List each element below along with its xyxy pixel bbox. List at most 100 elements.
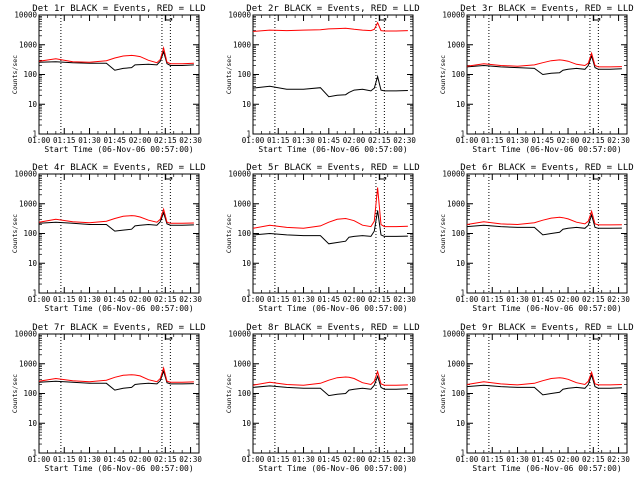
y-axis-label: Counts/sec xyxy=(439,55,447,94)
series-events-line xyxy=(38,211,194,232)
plot-frame xyxy=(466,173,628,294)
y-tick-label: 1 xyxy=(32,130,37,139)
y-tick-label: 1000 xyxy=(233,40,252,49)
x-tick-label: 02:00 xyxy=(343,295,366,304)
x-tick-label: 01:00 xyxy=(456,295,479,304)
y-tick-label: 1000 xyxy=(19,359,38,368)
interval-marker xyxy=(379,15,387,21)
panel-title: Det 8r BLACK = Events, RED = LLD xyxy=(246,323,419,333)
x-tick-label: 01:30 xyxy=(506,136,529,145)
x-axis-label: Start Time (06-Nov-06 00:57:00) xyxy=(44,464,193,473)
x-tick-label: 01:15 xyxy=(53,295,76,304)
panel-det-9: Det 9r BLACK = Events, RED = LLD 1 10 100 10… xyxy=(439,323,634,473)
x-axis-label: Start Time (06-Nov-06 00:57:00) xyxy=(44,145,193,154)
x-tick-label: 01:30 xyxy=(292,455,315,464)
interval-marker xyxy=(379,334,387,340)
plot-frame xyxy=(252,14,414,135)
x-tick-label: 01:15 xyxy=(481,455,504,464)
y-tick-label: 100 xyxy=(237,229,251,238)
series-lld-line xyxy=(38,46,194,65)
series-lld-line xyxy=(466,51,622,68)
y-tick-label: 1 xyxy=(246,449,251,458)
x-axis-label: Start Time (06-Nov-06 00:57:00) xyxy=(258,304,407,313)
x-tick-label: 01:00 xyxy=(28,455,51,464)
interval-marker xyxy=(379,174,387,180)
x-tick-label: 02:15 xyxy=(154,136,177,145)
x-tick-label: 01:45 xyxy=(104,455,127,464)
x-tick-label: 01:45 xyxy=(532,455,555,464)
x-tick-label: 01:15 xyxy=(267,136,290,145)
y-tick-label: 1 xyxy=(460,130,465,139)
panel-title: Det 5r BLACK = Events, RED = LLD xyxy=(246,163,419,173)
y-tick-label: 1 xyxy=(32,449,37,458)
x-tick-label: 02:15 xyxy=(582,295,605,304)
x-tick-label: 01:45 xyxy=(532,136,555,145)
y-axis-label: Counts/sec xyxy=(439,374,447,413)
y-tick-label: 10 xyxy=(242,100,252,109)
x-tick-label: 02:30 xyxy=(393,136,416,145)
y-tick-label: 10000 xyxy=(14,170,37,179)
y-tick-label: 10 xyxy=(242,259,252,268)
y-tick-label: 10000 xyxy=(14,330,37,339)
x-tick-label: 01:30 xyxy=(506,455,529,464)
panel-title: Det 6r BLACK = Events, RED = LLD xyxy=(460,163,633,173)
plot-frame xyxy=(466,333,628,454)
panel-det-7: Det 7r BLACK = Events, RED = LLD 1 10 100 10… xyxy=(11,323,206,473)
x-tick-label: 02:15 xyxy=(154,295,177,304)
y-tick-label: 1000 xyxy=(447,199,466,208)
y-tick-label: 1000 xyxy=(233,359,252,368)
x-axis-label: Start Time (06-Nov-06 00:57:00) xyxy=(472,464,621,473)
x-tick-label: 01:15 xyxy=(53,455,76,464)
x-tick-label: 01:30 xyxy=(292,295,315,304)
panel-det-3: Det 3r BLACK = Events, RED = LLD 1 10 100 10… xyxy=(439,4,634,154)
series-events-line xyxy=(38,50,194,71)
x-tick-label: 01:45 xyxy=(318,136,341,145)
y-tick-label: 100 xyxy=(237,70,251,79)
x-tick-label: 01:30 xyxy=(78,455,101,464)
x-tick-label: 01:45 xyxy=(104,136,127,145)
x-tick-label: 02:00 xyxy=(129,295,152,304)
x-tick-label: 01:00 xyxy=(242,136,265,145)
x-tick-label: 01:00 xyxy=(28,136,51,145)
series-lld-line xyxy=(38,366,194,383)
x-tick-label: 01:45 xyxy=(104,295,127,304)
x-tick-label: 02:15 xyxy=(154,455,177,464)
panel-det-5: Det 5r BLACK = Events, RED = LLD 1 10 100 10… xyxy=(225,163,420,313)
y-tick-label: 1000 xyxy=(19,40,38,49)
x-tick-label: 01:00 xyxy=(242,295,265,304)
x-tick-label: 01:45 xyxy=(318,295,341,304)
x-tick-label: 02:15 xyxy=(582,136,605,145)
panel-title: Det 1r BLACK = Events, RED = LLD xyxy=(32,4,205,14)
x-axis-label: Start Time (06-Nov-06 00:57:00) xyxy=(472,145,621,154)
y-tick-label: 100 xyxy=(23,70,37,79)
panel-det-4: Det 4r BLACK = Events, RED = LLD 1 10 100 10… xyxy=(11,163,206,313)
y-tick-label: 10000 xyxy=(14,11,37,20)
x-tick-label: 01:00 xyxy=(456,136,479,145)
x-tick-label: 02:00 xyxy=(557,295,580,304)
y-tick-label: 1000 xyxy=(447,40,466,49)
series-lld-line xyxy=(38,207,194,224)
y-axis-label: Counts/sec xyxy=(11,374,19,413)
y-tick-label: 10000 xyxy=(442,11,465,20)
y-tick-label: 1 xyxy=(246,289,251,298)
y-axis-label: Counts/sec xyxy=(225,374,233,413)
y-tick-label: 1000 xyxy=(19,199,38,208)
y-tick-label: 100 xyxy=(23,229,37,238)
y-tick-label: 1000 xyxy=(233,199,252,208)
x-tick-label: 02:00 xyxy=(129,455,152,464)
plot-frame xyxy=(252,173,414,294)
panel-title: Det 7r BLACK = Events, RED = LLD xyxy=(32,323,205,333)
y-tick-label: 10000 xyxy=(442,170,465,179)
x-tick-label: 02:30 xyxy=(393,295,416,304)
y-tick-label: 10 xyxy=(242,419,252,428)
x-axis-label: Start Time (06-Nov-06 00:57:00) xyxy=(258,145,407,154)
panel-title: Det 3r BLACK = Events, RED = LLD xyxy=(460,4,633,14)
x-tick-label: 01:15 xyxy=(481,295,504,304)
x-tick-label: 01:30 xyxy=(78,295,101,304)
y-axis-label: Counts/sec xyxy=(225,55,233,94)
y-tick-label: 10 xyxy=(456,259,466,268)
y-tick-label: 10 xyxy=(28,100,38,109)
x-tick-label: 02:00 xyxy=(343,455,366,464)
x-axis-label: Start Time (06-Nov-06 00:57:00) xyxy=(44,304,193,313)
y-tick-label: 10 xyxy=(28,419,38,428)
